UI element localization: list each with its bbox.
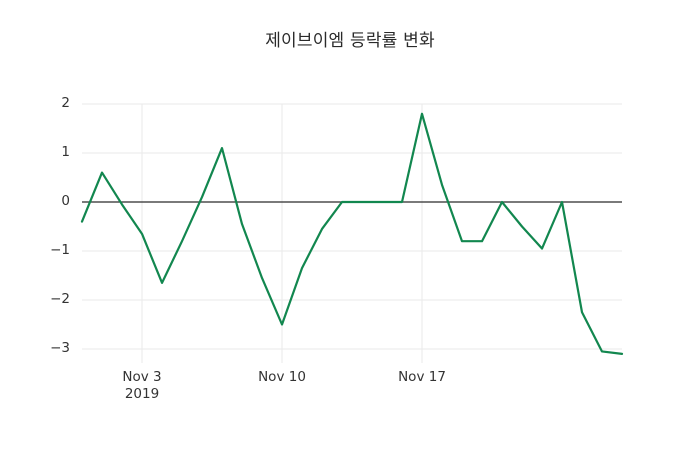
- y-tick-text: 0: [61, 193, 70, 209]
- x-tick-text: Nov 17: [398, 369, 446, 385]
- y-tick-text: −1: [50, 242, 70, 258]
- y-tick-text: −2: [50, 291, 70, 307]
- x-tick-label: Nov 10: [258, 369, 306, 386]
- data-series-line: [80, 112, 624, 355]
- x-tick-label: Nov 3 2019: [122, 369, 161, 403]
- x-tick-text: Nov 10: [258, 369, 306, 385]
- x-tick-year: 2019: [124, 386, 160, 402]
- x-tick-text: Nov 3: [122, 369, 162, 385]
- y-tick-text: −3: [50, 340, 70, 356]
- y-tick-text: 2: [61, 95, 70, 111]
- chart-title: 제이브이엠 등락률 변화: [265, 31, 435, 51]
- series-polyline: [80, 112, 624, 355]
- grid-lines: [82, 103, 622, 363]
- y-tick-text: 1: [61, 144, 70, 160]
- x-tick-label: Nov 17: [398, 369, 446, 386]
